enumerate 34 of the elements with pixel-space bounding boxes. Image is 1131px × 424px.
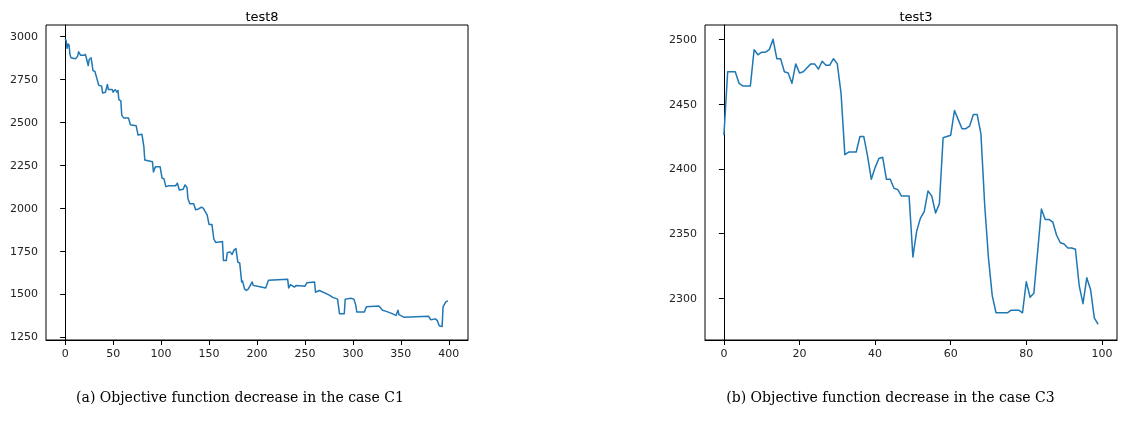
x-tick-label: 150 <box>198 347 220 360</box>
x-tick-label: 0 <box>720 347 728 360</box>
x-tick-label: 200 <box>246 347 268 360</box>
y-tick-label: 2300 <box>669 292 697 306</box>
x-tick-label: 350 <box>390 347 412 360</box>
y-tick-label: 1500 <box>10 287 38 301</box>
text: (a) Objective function decrease in the case C1 <box>76 389 404 405</box>
y-tick-label: 1750 <box>10 244 38 258</box>
y-tick-label: 2250 <box>10 158 38 172</box>
x-tick-label: 100 <box>150 347 172 360</box>
y-tick-label: 2000 <box>10 201 38 215</box>
x-tick-label: 60 <box>943 347 958 360</box>
y-tick-label: 1250 <box>10 330 38 344</box>
y-tick-label: 2500 <box>10 115 38 129</box>
x-tick-label: 40 <box>868 347 883 360</box>
line-series <box>723 38 1099 326</box>
line-series <box>64 38 449 328</box>
y-tick-label: 2350 <box>669 227 697 241</box>
chart-title: test3 <box>899 9 933 24</box>
y-tick-label: 2750 <box>10 72 38 86</box>
y-tick-label: 2400 <box>669 162 697 176</box>
y-tick-label: 3000 <box>10 29 38 43</box>
x-tick-label: 50 <box>106 347 121 360</box>
x-tick-label: 300 <box>342 347 364 360</box>
y-tick-label: 2450 <box>669 97 697 111</box>
x-tick-label: 250 <box>294 347 316 360</box>
x-tick-label: 100 <box>1091 347 1113 360</box>
chart-title: test8 <box>245 9 279 24</box>
x-tick-label: 0 <box>61 347 69 360</box>
x-tick-label: 20 <box>792 347 807 360</box>
y-tick-label: 2500 <box>669 32 697 46</box>
x-tick-label: 80 <box>1019 347 1034 360</box>
text: (b) Objective function decrease in the case C3 <box>726 389 1055 405</box>
x-tick-label: 400 <box>438 347 460 360</box>
